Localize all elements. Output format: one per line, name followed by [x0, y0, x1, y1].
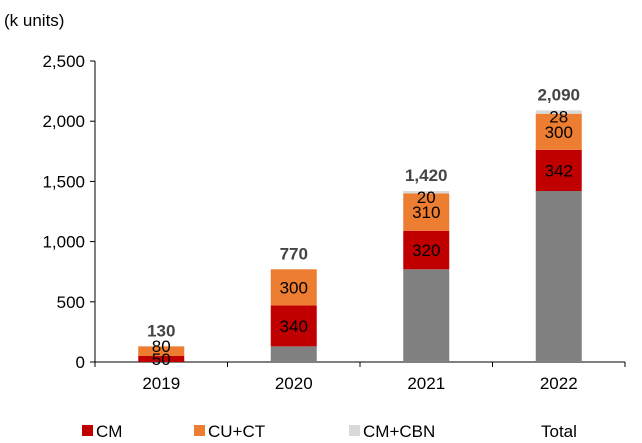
bar-segment-cu-ct [535, 113, 582, 150]
bar-segment-cu-ct [138, 346, 185, 356]
total-data-label: 130 [147, 321, 175, 340]
legend-label: CM+CBN [363, 422, 435, 441]
bar-segment-cm [403, 230, 450, 270]
total-data-label: 1,420 [405, 166, 448, 185]
segment-data-label: 20 [417, 188, 436, 207]
y-tick-label: 2,000 [42, 112, 85, 131]
segment-data-label: 300 [545, 123, 573, 142]
y-tick-label: 2,500 [42, 52, 85, 71]
legend-label: CU+CT [208, 422, 265, 441]
segment-data-label: 300 [280, 278, 308, 297]
bar-segment-cm [535, 149, 582, 192]
bar-segment-cm-cbn [403, 191, 450, 194]
chart-axes: 0 500 1,000 1,500 2,000 2,500 2019 2020 2021 2022 [42, 52, 626, 393]
bar-segment-cm [138, 355, 185, 362]
segment-data-label: 340 [280, 317, 308, 336]
legend-label: CM [96, 422, 122, 441]
y-tick-label: 1,000 [42, 233, 85, 252]
total-data-label: 2,090 [537, 85, 580, 104]
bar-segment-total-base [403, 269, 450, 362]
segment-data-label: 28 [549, 107, 568, 126]
bar-segment-total-base [535, 191, 582, 362]
bar-segment-cm [270, 305, 317, 347]
bar-segment-total-base [270, 346, 317, 362]
x-tick-label: 2019 [142, 374, 180, 393]
legend-swatch [82, 425, 93, 436]
legend-label: Total [541, 422, 577, 441]
segment-data-label: 80 [152, 337, 171, 356]
legend-swatch [349, 425, 360, 436]
segment-data-label: 320 [412, 241, 440, 260]
bar-segment-cm-cbn [535, 110, 582, 114]
bar-segment-cu-ct [270, 269, 317, 306]
total-data-label: 770 [280, 244, 308, 263]
unit-label: (k units) [4, 11, 64, 30]
x-tick-label: 2021 [407, 374, 445, 393]
segment-data-label: 50 [152, 350, 171, 369]
legend: CM CU+CT CM+CBN Total [82, 422, 577, 441]
y-tick-label: 1,500 [42, 172, 85, 191]
legend-swatch [194, 425, 205, 436]
x-tick-label: 2020 [275, 374, 313, 393]
x-tick-label: 2022 [540, 374, 578, 393]
y-tick-label: 0 [76, 353, 85, 372]
segment-data-label: 342 [545, 161, 573, 180]
bar-segment-cu-ct [403, 193, 450, 231]
y-tick-label: 500 [57, 293, 85, 312]
bars-group [138, 110, 582, 362]
segment-data-label: 310 [412, 203, 440, 222]
